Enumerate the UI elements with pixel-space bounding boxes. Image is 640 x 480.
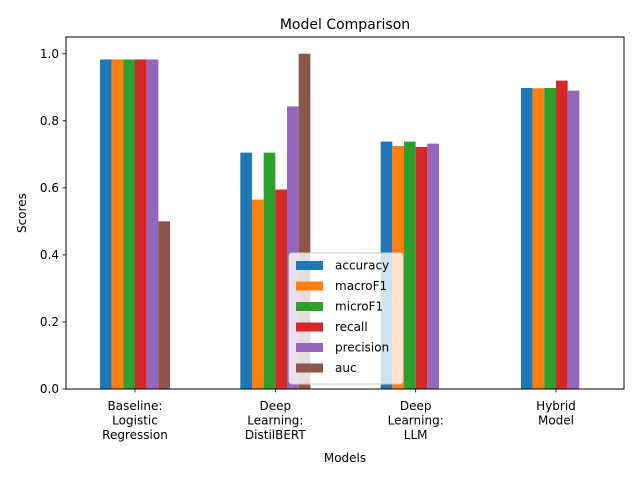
- bar-microF1: [544, 87, 556, 390]
- x-tick-label-line: Deep: [400, 399, 432, 413]
- bar-accuracy: [240, 152, 252, 389]
- legend-label-accuracy: accuracy: [335, 259, 389, 273]
- x-tick-label-line: Deep: [260, 399, 292, 413]
- x-tick-label: Hybrid Model: [536, 399, 576, 428]
- bar-microF1: [404, 141, 416, 389]
- bar-auc: [158, 221, 171, 389]
- y-tick-label: 0.6: [40, 181, 59, 195]
- x-tick-label-line: Learning:: [388, 414, 444, 428]
- bar-macroF1: [532, 88, 545, 389]
- x-tick-label: Deep Learning: DistilBERT: [245, 399, 306, 442]
- bar-precision: [146, 59, 159, 390]
- plot-frame: [65, 36, 625, 390]
- bar-accuracy: [99, 59, 112, 390]
- x-tick-label-line: LLM: [404, 428, 428, 442]
- bar-recall: [275, 189, 287, 389]
- legend-swatch-auc: [296, 363, 323, 373]
- legend-swatch-recall: [296, 322, 323, 332]
- x-tick-label-line: Regression: [102, 428, 168, 442]
- legend-label-macroF1: macroF1: [335, 279, 387, 293]
- legend-swatch-precision: [296, 343, 323, 352]
- x-axis-label: Models: [324, 451, 366, 465]
- x-tick-label-line: Baseline:: [108, 399, 163, 413]
- y-tick-label: 0.8: [40, 114, 59, 128]
- legend-swatch-macroF1: [296, 281, 323, 291]
- x-tick-label-line: Learning:: [247, 414, 303, 428]
- y-tick-label: 0.2: [40, 315, 59, 329]
- bar-microF1: [123, 59, 135, 390]
- legend-label-precision: precision: [335, 341, 389, 355]
- bar-precision: [287, 106, 299, 389]
- x-tick-label-line: Logistic: [112, 414, 158, 428]
- x-tick-label-line: DistilBERT: [245, 428, 306, 442]
- legend-swatch-microF1: [296, 302, 323, 311]
- y-axis: 0.0 0.2 0.4 0.6 0.8 1.0: [40, 47, 66, 396]
- bar-accuracy: [520, 87, 533, 390]
- bar-macroF1: [251, 199, 264, 389]
- legend-label-recall: recall: [335, 320, 368, 334]
- bar-auc: [298, 53, 311, 389]
- x-tick-label: Deep Learning: LLM: [388, 399, 444, 442]
- y-tick-label: 0.4: [40, 248, 59, 262]
- bar-recall: [415, 146, 428, 389]
- bar-macroF1: [111, 59, 124, 390]
- x-tick-label-line: Model: [538, 414, 574, 428]
- bar-precision: [427, 143, 440, 389]
- x-tick-label: Baseline: Logistic Regression: [102, 399, 168, 442]
- y-axis-label: Scores: [15, 193, 29, 233]
- y-tick-label: 0.0: [40, 382, 59, 396]
- x-tick-label-line: Hybrid: [536, 399, 576, 413]
- legend-label-microF1: microF1: [335, 300, 383, 314]
- chart-title: Model Comparison: [280, 17, 410, 33]
- bar-recall: [135, 59, 147, 390]
- legend-label-auc: auc: [335, 361, 357, 375]
- legend: accuracy macroF1 microF1 recall precision auc: [288, 252, 404, 385]
- bar-precision: [567, 90, 580, 389]
- bar-recall: [556, 80, 568, 389]
- bar-microF1: [263, 152, 276, 389]
- legend-swatch-accuracy: [296, 261, 323, 270]
- y-tick-label: 1.0: [40, 47, 59, 61]
